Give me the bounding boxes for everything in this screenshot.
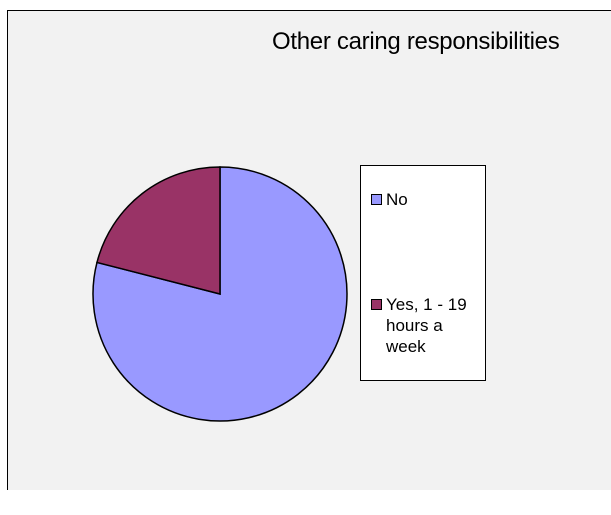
legend-swatch-yes xyxy=(371,299,382,310)
legend-label-yes: Yes, 1 - 19 hours a week xyxy=(386,295,467,356)
pie-slice-yes xyxy=(96,166,221,295)
chart-legend: No Yes, 1 - 19 hours a week xyxy=(360,165,486,381)
chart-title: Other caring responsibilities xyxy=(272,28,560,55)
legend-entry-yes: Yes, 1 - 19 hours a week xyxy=(371,294,486,357)
legend-label-no: No xyxy=(386,190,408,209)
legend-swatch-no xyxy=(371,194,382,205)
legend-entry-no: No xyxy=(371,189,486,210)
